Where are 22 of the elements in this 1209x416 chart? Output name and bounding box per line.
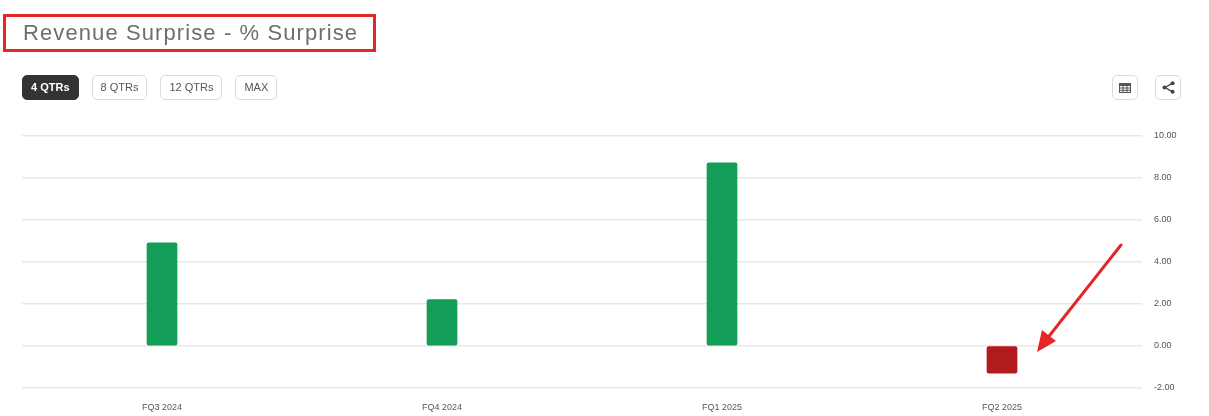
y-tick-label: 2.00 — [1154, 298, 1172, 309]
period-button[interactable]: MAX — [235, 75, 278, 100]
bar — [706, 162, 738, 346]
period-button[interactable]: 8 QTRs — [91, 75, 148, 100]
x-tick-label: FQ3 2024 — [141, 401, 183, 412]
x-tick-label: FQ2 2025 — [981, 401, 1023, 412]
chart-title: Revenue Surprise - % Surprise — [23, 19, 359, 47]
x-tick-label: FQ1 2025 — [701, 401, 743, 412]
period-button[interactable]: 12 QTRs — [160, 75, 223, 100]
bar — [146, 242, 178, 346]
table-button[interactable] — [1112, 75, 1138, 100]
bar — [986, 346, 1018, 374]
share-button[interactable] — [1155, 75, 1181, 100]
y-tick-label: 8.00 — [1154, 171, 1172, 182]
y-tick-label: 0.00 — [1154, 340, 1172, 351]
period-button[interactable]: 4 QTRs — [22, 75, 79, 100]
y-tick-label: 4.00 — [1154, 256, 1172, 267]
bar — [426, 299, 458, 346]
x-tick-label: FQ4 2024 — [421, 401, 463, 412]
y-tick-label: 10.00 — [1154, 129, 1177, 140]
y-tick-label: -2.00 — [1154, 382, 1175, 393]
y-tick-label: 6.00 — [1154, 214, 1172, 225]
